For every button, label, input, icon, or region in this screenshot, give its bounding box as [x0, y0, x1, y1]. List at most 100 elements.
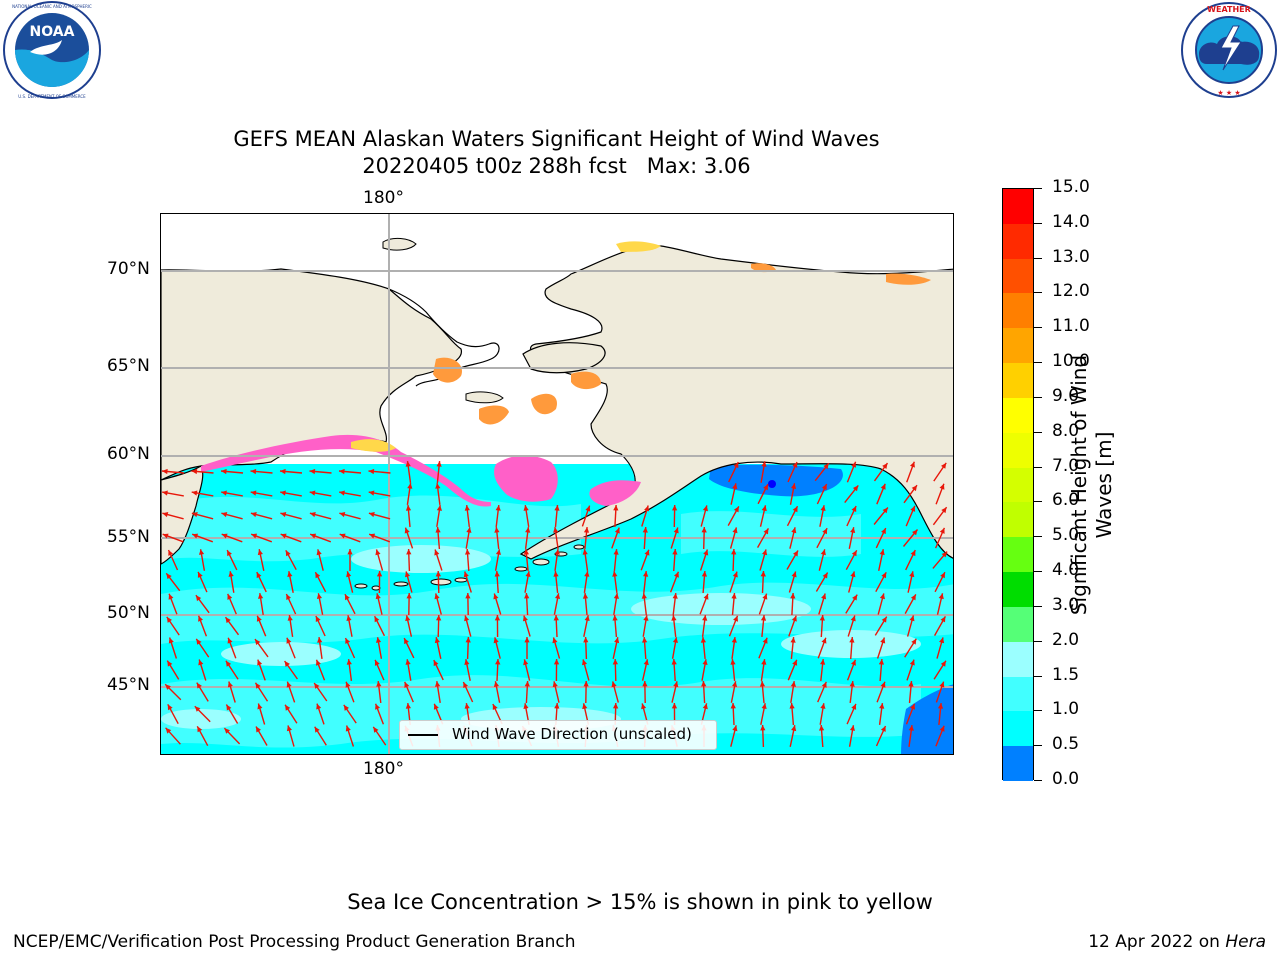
wind-wave-arrowhead — [879, 703, 885, 709]
wind-wave-arrowhead — [611, 681, 617, 688]
wind-wave-arrowhead — [909, 659, 915, 666]
wind-wave-arrowhead — [553, 571, 559, 577]
wind-wave-arrowhead — [851, 506, 857, 512]
lat-label-50n: 50°N — [107, 603, 150, 623]
wind-wave-arrowhead — [584, 571, 590, 577]
wind-wave-arrowhead — [851, 703, 857, 710]
colorbar-tick-mark — [1034, 188, 1042, 189]
colorbar-title: Significant Height of Wind Waves [m] — [1067, 335, 1117, 635]
wind-wave-arrowhead — [762, 637, 768, 644]
wind-wave-arrowhead — [167, 704, 173, 711]
svg-text:WEATHER: WEATHER — [1207, 5, 1251, 14]
wind-wave-arrowhead — [257, 549, 263, 556]
wind-wave-arrowhead — [347, 549, 353, 555]
wind-wave-arrowhead — [162, 490, 168, 496]
wind-wave-arrowhead — [672, 593, 678, 599]
svg-text:U.S. DEPARTMENT OF COMMERCE: U.S. DEPARTMENT OF COMMERCE — [18, 94, 86, 99]
wind-wave-arrowhead — [494, 527, 500, 533]
wind-wave-arrowhead — [792, 506, 798, 513]
wind-wave-arrowhead — [522, 615, 528, 622]
wind-wave-arrowhead — [227, 681, 233, 688]
colorbar-tick-mark — [1034, 536, 1042, 538]
wind-wave-arrowhead — [255, 682, 261, 689]
wind-wave-arrowhead — [368, 512, 375, 518]
wind-wave-arrowhead — [554, 549, 560, 555]
wind-wave-arrowhead — [225, 660, 232, 667]
wind-wave-arrowhead — [585, 505, 591, 512]
wind-wave-arrowhead — [614, 637, 620, 644]
wind-wave-arrowhead — [909, 615, 915, 622]
wind-wave-arrowhead — [225, 617, 231, 624]
wind-wave-arrowhead — [316, 659, 321, 666]
wind-wave-arrowhead — [286, 594, 291, 600]
land-siberia — [161, 268, 462, 481]
wind-wave-arrowhead — [642, 681, 648, 687]
wind-wave-arrowhead — [674, 571, 679, 578]
wind-wave-arrowhead — [879, 549, 885, 556]
wind-wave-arrowhead — [434, 637, 440, 644]
colorbar-tick-mark — [1034, 605, 1042, 607]
wind-wave-arrowhead — [703, 593, 709, 600]
wind-wave-arrowhead — [404, 681, 410, 688]
wind-wave-arrowhead — [339, 468, 345, 475]
wind-wave-arrowhead — [612, 615, 618, 621]
legend-line-swatch — [408, 734, 438, 736]
wind-wave-arrowhead — [346, 659, 352, 665]
wind-wave-arrowhead — [733, 462, 739, 469]
colorbar-tick-mark — [1034, 745, 1042, 747]
colorbar-tick-label: 1.0 — [1052, 699, 1080, 720]
land-seward-peninsula — [522, 342, 606, 374]
wind-wave-arrowhead — [911, 638, 917, 645]
wind-wave-arrowhead — [523, 659, 529, 666]
wind-wave-arrowhead — [882, 507, 888, 514]
wind-wave-arrowhead — [463, 571, 469, 578]
wind-wave-arrowhead — [730, 703, 736, 709]
wind-wave-arrowhead — [374, 659, 380, 666]
wind-wave-arrowhead — [613, 703, 619, 709]
wind-wave-arrowhead — [194, 706, 201, 712]
wind-wave-arrowhead — [731, 549, 737, 555]
wind-wave-arrowhead — [368, 490, 375, 496]
wind-wave-arrowhead — [732, 681, 738, 687]
wind-wave-arrowhead — [165, 684, 171, 690]
wind-wave-arrowhead — [435, 483, 441, 489]
wind-wave-arrowhead — [819, 615, 825, 621]
wind-wave-arrowhead — [730, 659, 736, 665]
wind-wave-arrowhead — [495, 505, 501, 511]
wind-wave-arrowhead — [224, 728, 230, 734]
lat-label-55n: 55°N — [107, 527, 150, 547]
wind-wave-arrowhead — [436, 505, 442, 511]
wind-wave-arrowhead — [376, 637, 382, 643]
wind-wave-arrowhead — [644, 549, 650, 556]
wind-wave-arrowhead — [941, 507, 947, 514]
wind-wave-arrowhead — [310, 533, 317, 539]
wind-wave-arrowhead — [672, 549, 678, 555]
wind-wave-arrowhead — [524, 593, 530, 599]
colorbar-segment — [1003, 258, 1033, 294]
wind-wave-arrowhead — [941, 462, 947, 469]
wind-wave-arrowhead — [309, 512, 316, 518]
wind-wave-arrowhead — [464, 615, 470, 622]
wind-wave-arrowhead — [162, 512, 169, 518]
wind-wave-arrowhead — [702, 615, 708, 621]
wind-wave-arrowhead — [732, 483, 738, 490]
wind-wave-arrowhead — [345, 725, 351, 732]
colorbar-tick-label: 13.0 — [1052, 246, 1090, 267]
wind-wave-arrowhead — [314, 726, 320, 733]
chart-title: GEFS MEAN Alaskan Waters Significant Hei… — [0, 126, 1113, 180]
wind-wave-arrowhead — [256, 726, 261, 733]
wind-wave-arrowhead — [672, 505, 678, 511]
map-svg — [161, 214, 953, 754]
wind-wave-arrowhead — [642, 637, 648, 643]
colorbar-tick-mark — [1034, 466, 1042, 468]
lat-label-45n: 45°N — [107, 675, 150, 695]
wind-wave-arrowhead — [463, 682, 468, 688]
colorbar-tick-mark — [1034, 640, 1042, 642]
wind-wave-arrowhead — [555, 593, 561, 599]
wind-wave-arrowhead — [464, 659, 470, 665]
wind-wave-arrowhead — [940, 616, 946, 623]
wind-wave-arrowhead — [671, 659, 677, 665]
wind-wave-arrowhead — [613, 505, 619, 511]
wind-wave-arrowhead — [339, 490, 345, 496]
land-wrangel-island — [382, 237, 417, 251]
